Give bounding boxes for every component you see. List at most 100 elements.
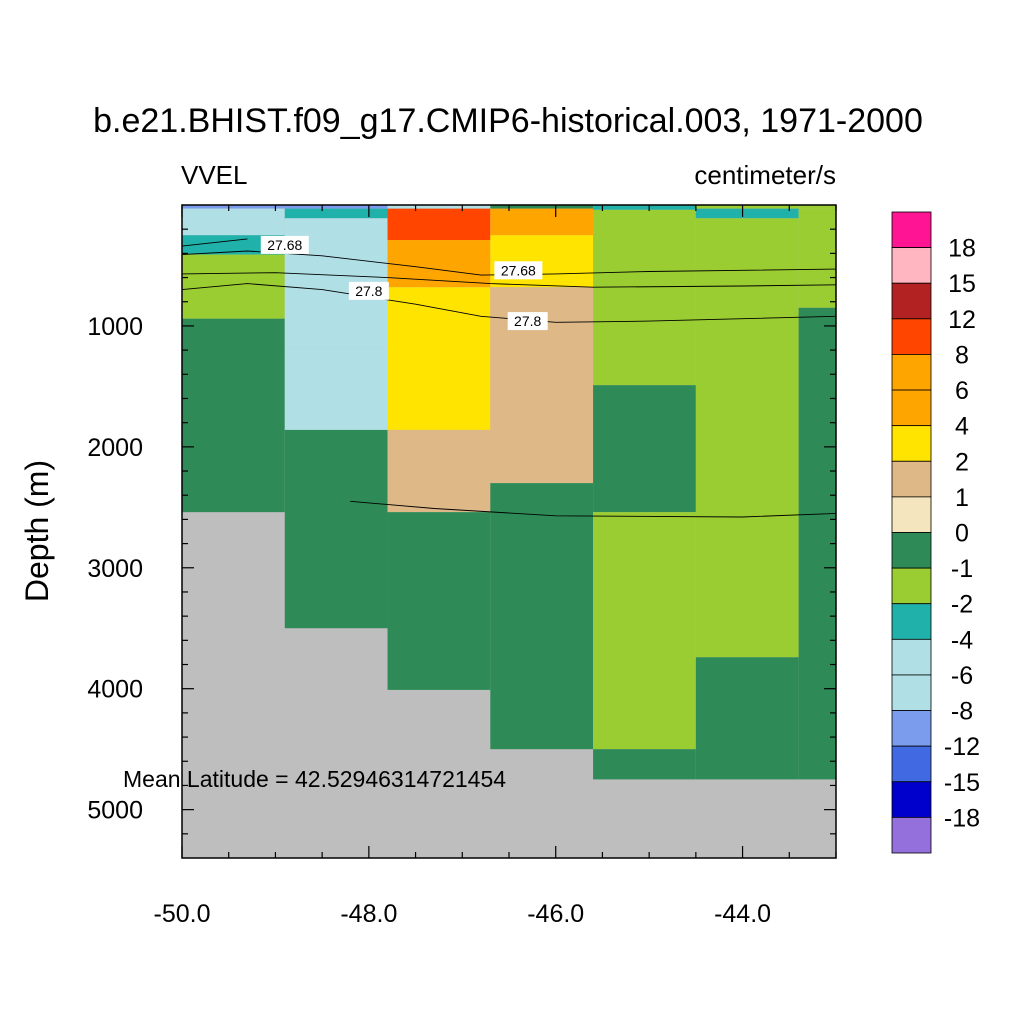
mean-latitude-annotation: Mean Latitude = 42.52946314721454 <box>123 766 506 792</box>
cell-col1-3 <box>284 347 388 430</box>
colorbar-labels: 18 15 12 8 6 4 2 1 0 -1 -2 -4 -6 -8 -12 -15 -18 <box>944 235 980 833</box>
colorbar-swatch <box>891 496 932 533</box>
colorbar-swatch <box>891 425 932 462</box>
colorbar-swatch <box>891 460 932 498</box>
colorbar-label: 15 <box>948 270 976 298</box>
contour-line-1 <box>181 283 837 323</box>
y-axis-label: Depth (m) <box>19 460 55 602</box>
contour-label-bg <box>494 261 543 280</box>
y-tick-label: 4000 <box>87 676 143 704</box>
contour-line-4 <box>181 272 837 288</box>
x-tick-label: -50.0 <box>154 900 211 928</box>
contour-line-3 <box>350 500 837 518</box>
colorbar-swatch <box>891 603 932 640</box>
x-tick-label: -48.0 <box>340 900 397 928</box>
cell-col3-2 <box>490 235 594 288</box>
colorbar-label: 12 <box>948 306 976 334</box>
cell-col4-3 <box>593 512 696 750</box>
colorbar-label: 0 <box>955 520 969 548</box>
contour-label: 27.68 <box>501 262 536 278</box>
colorbar-swatch <box>891 211 932 249</box>
variable-label: VVEL <box>181 160 248 190</box>
colorbar-label: 8 <box>955 341 969 369</box>
cell-col2-3 <box>387 287 491 430</box>
contour-label-bg <box>260 235 309 254</box>
cell-col5-1 <box>695 208 799 219</box>
cell-col5-3 <box>695 657 799 780</box>
y-tick-labels: 1000 2000 3000 4000 5000 <box>87 313 143 825</box>
colorbar-label: 18 <box>948 235 976 263</box>
contour-line-2 <box>181 238 248 247</box>
chart-title: b.e21.BHIST.f09_g17.CMIP6-historical.003… <box>93 102 923 140</box>
contour-lines <box>181 238 837 518</box>
colorbar-swatch <box>891 638 932 676</box>
x-tick-label: -46.0 <box>527 900 584 928</box>
colorbar-swatch <box>891 781 932 818</box>
axis-ticks <box>181 205 837 858</box>
colorbar-label: -15 <box>944 769 980 797</box>
contour-label: 27.8 <box>514 313 541 329</box>
cell-col3-1 <box>490 208 594 236</box>
cell-col0-0 <box>182 205 285 209</box>
colorbar-swatch <box>891 318 932 355</box>
colorbar-label: -2 <box>951 591 973 619</box>
x-tick-labels: -50.0 -48.0 -46.0 -44.0 <box>154 900 772 928</box>
colorbar-label: -18 <box>944 804 980 832</box>
colorbar-swatch <box>891 745 932 783</box>
cell-col6-2 <box>798 307 836 780</box>
cell-col3-4 <box>490 483 594 750</box>
cell-col5-2 <box>695 218 799 658</box>
colorbar-label: 6 <box>955 377 969 405</box>
cell-col0-4 <box>182 318 285 513</box>
cell-col0-3 <box>182 254 285 319</box>
colorbar-label: -6 <box>951 662 973 690</box>
colorbar-swatch <box>891 282 932 320</box>
contour-label: 27.68 <box>267 237 302 253</box>
y-tick-label: 2000 <box>87 434 143 462</box>
cell-col4-1 <box>593 209 696 386</box>
colorbar-label: -8 <box>951 698 973 726</box>
contour-label-bg <box>507 312 548 331</box>
cell-col6-1 <box>798 208 836 308</box>
colorbar-swatch <box>891 532 932 569</box>
contour-line-0 <box>181 250 837 276</box>
colorbar-swatch <box>891 674 932 711</box>
cell-col0-1 <box>182 208 285 236</box>
colorbar-label: -4 <box>951 626 973 654</box>
colorbar-label: 4 <box>955 413 969 441</box>
cell-col2-4 <box>387 429 491 513</box>
cell-col2-2 <box>387 240 491 288</box>
colorbar-label: -1 <box>951 555 973 583</box>
cell-col2-0 <box>387 205 491 209</box>
colorbar-label: -12 <box>944 733 980 761</box>
cell-col5-0 <box>695 205 799 209</box>
colorbar-label: 2 <box>955 448 969 476</box>
cell-col4-0 <box>593 205 696 210</box>
cell-col1-0 <box>284 205 388 209</box>
cell-col2-5 <box>387 512 491 690</box>
cell-col2-1 <box>387 208 491 241</box>
y-tick-label: 1000 <box>87 313 143 341</box>
colorbar-swatch <box>891 389 932 427</box>
y-tick-label: 5000 <box>87 797 143 825</box>
cell-col1-4 <box>284 429 388 629</box>
contour-labels: 27.68 27.68 27.8 27.8 <box>260 235 548 331</box>
colorbar-swatch <box>891 354 932 391</box>
colorbar-swatch <box>891 567 932 605</box>
units-label: centimeter/s <box>694 160 836 190</box>
cell-col6-0 <box>798 205 836 209</box>
cell-col3-0 <box>490 205 594 209</box>
colorbar-label: 1 <box>955 484 969 512</box>
colorbar-swatch <box>891 710 932 747</box>
contour-label: 27.8 <box>355 283 382 299</box>
y-tick-label: 3000 <box>87 555 143 583</box>
cell-col4-4 <box>593 749 696 780</box>
contour-label-bg <box>348 281 389 300</box>
colorbar-swatch <box>891 247 932 284</box>
cell-col1-1 <box>284 208 388 219</box>
x-tick-label: -44.0 <box>714 900 771 928</box>
cell-col0-2 <box>182 235 285 255</box>
colorbar <box>891 211 932 854</box>
plot-cells <box>182 205 836 858</box>
